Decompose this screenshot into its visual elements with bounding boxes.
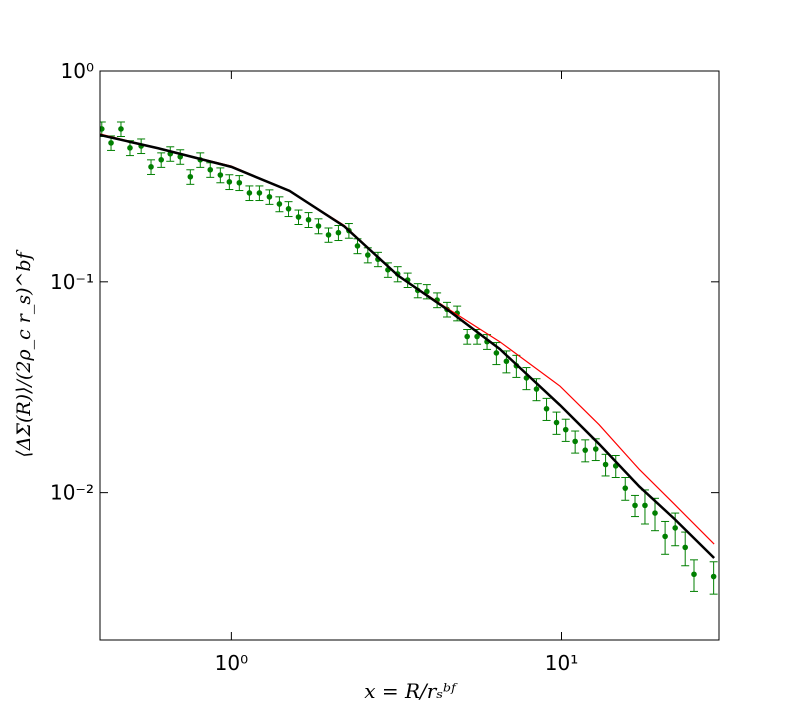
data-point [503,358,510,365]
data-point [246,190,253,196]
data-point [662,533,668,540]
data-point [691,571,697,578]
data-point [622,485,629,491]
data-point [493,350,500,356]
data-point [582,447,589,453]
plot-area [100,121,718,595]
data-point [276,201,283,207]
data-point [158,157,165,163]
data-point [562,426,569,433]
data-point [533,386,540,392]
data-point [543,405,550,412]
data-point [285,206,292,212]
y-axis-label: ⟨ΔΣ(R)⟩/(2ρ_c r_s)^bf [13,249,35,457]
data-point [572,438,578,445]
data-point [226,179,233,185]
data-point [325,232,332,238]
x-axis-label: x = R/rₛᵇᶠ [364,679,458,703]
fit-line [100,133,715,545]
fit-line [100,133,716,559]
data-point [256,190,263,196]
data-point [295,214,302,220]
data-point [474,333,480,340]
data-point [592,446,599,452]
data-point [118,126,124,132]
data-point [682,544,689,551]
data-point [365,252,371,258]
y-tick-label: 10⁻¹ [50,270,94,294]
data-point [632,502,638,509]
data-point [266,194,273,200]
data-point [652,510,658,516]
data-point [354,243,361,249]
data-point [127,145,133,151]
data-point [315,223,322,229]
data-point [207,166,214,173]
data-point [187,173,194,180]
data-point [642,502,648,509]
y-tick-label: 10⁰ [61,59,94,83]
data-point [108,140,114,146]
data-point [305,216,312,223]
y-tick-label: 10⁻² [50,481,94,505]
x-tick-label: 10⁰ [215,651,248,675]
data-point [236,179,243,186]
data-point [710,573,717,580]
data-point [464,333,470,340]
data-point [148,164,154,170]
plot-frame [99,70,720,641]
data-point [335,229,342,236]
data-point [553,419,560,426]
data-point [602,461,609,468]
data-point [424,288,430,295]
x-tick-label: 10¹ [545,651,578,675]
data-point [217,172,224,178]
data-point [100,126,105,132]
data-point [672,525,678,531]
